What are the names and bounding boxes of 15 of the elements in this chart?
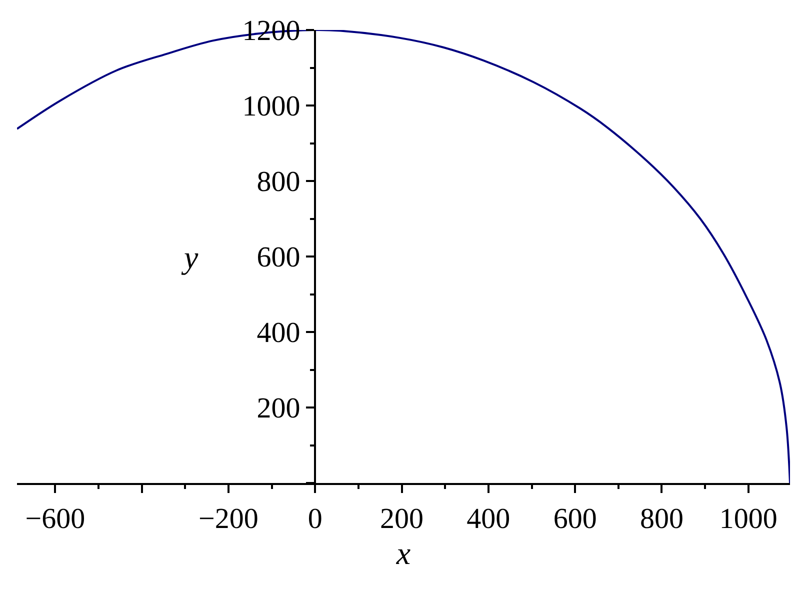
y-tick-label: 1000 [242, 90, 300, 123]
x-tick-label: 200 [380, 502, 424, 535]
y-tick-label: 600 [256, 242, 300, 274]
x-tick-label: 400 [466, 502, 510, 535]
x-tick-label: −600 [25, 502, 86, 535]
y-tick-label: 200 [256, 392, 300, 425]
y-axis-title: y [181, 239, 199, 275]
y-tick-label: 800 [256, 166, 300, 198]
x-tick-label: −200 [198, 502, 258, 535]
x-tick-label: 0 [308, 502, 322, 535]
x-tick-label: 1000 [719, 502, 778, 535]
x-axis-title: x [395, 534, 411, 571]
x-tick-label: 600 [553, 502, 597, 535]
x-tick-label: 800 [640, 502, 684, 535]
y-tick-label: 400 [256, 317, 300, 350]
